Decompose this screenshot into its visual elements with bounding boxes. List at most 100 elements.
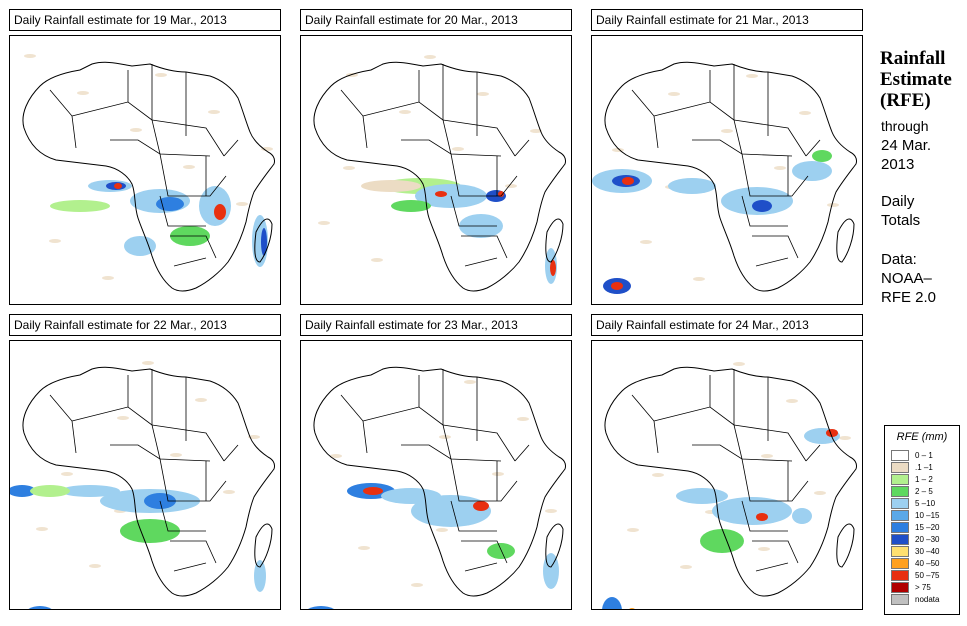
country-border (741, 195, 788, 227)
drizzle-area (371, 258, 383, 262)
color-legend: RFE (mm) 0 – 1 .1 –1 1 – 2 2 – 5 5 –10 10 –15… (884, 425, 960, 615)
drizzle-area (248, 435, 260, 439)
legend-item: 15 –20 (891, 521, 939, 533)
country-border (450, 153, 518, 197)
legend-swatch (891, 533, 909, 545)
madagascar-outline (545, 523, 564, 568)
country-border (733, 119, 807, 157)
drizzle-area (330, 454, 342, 458)
legend-item: 1 – 2 (891, 473, 939, 485)
drizzle-area (61, 472, 73, 476)
country-border (461, 235, 508, 259)
map-panel-19-mar: Daily Rainfall estimate for 19 Mar., 201… (9, 9, 285, 308)
drizzle-area (195, 398, 207, 402)
rainfall-area (261, 228, 267, 256)
legend-item: 30 –40 (891, 545, 939, 557)
rainfall-area (622, 177, 634, 185)
rainfall-area (124, 236, 156, 256)
country-border (752, 540, 799, 564)
country-border (464, 257, 498, 267)
rainfall-area (700, 529, 744, 553)
rainfall-area (812, 150, 832, 162)
country-border (159, 458, 227, 502)
drizzle-area (130, 128, 142, 132)
drizzle-area (774, 166, 786, 170)
country-border (442, 424, 516, 462)
legend-label: 10 –15 (915, 510, 940, 520)
legend-item: nodata (891, 593, 939, 605)
drizzle-area (680, 565, 692, 569)
panel-title: Daily Rainfall estimate for 24 Mar., 201… (591, 314, 863, 336)
coastline (22, 61, 275, 292)
drizzle-area (318, 221, 330, 225)
drizzle-area (89, 564, 101, 568)
legend-label: 50 –75 (915, 570, 940, 580)
drizzle-area (261, 147, 273, 151)
legend-item: 5 –10 (891, 497, 939, 509)
legend-rows: 0 – 1 .1 –1 1 – 2 2 – 5 5 –10 10 –15 15 –20 20 … (891, 449, 939, 605)
rainfall-map (9, 35, 281, 305)
legend-swatch (891, 521, 909, 533)
legend-item: 0 – 1 (891, 449, 939, 461)
coastline (604, 366, 857, 597)
drizzle-area (36, 527, 48, 531)
rainfall-area (668, 178, 716, 194)
rainfall-area (676, 488, 728, 504)
madagascar-outline (545, 218, 564, 263)
country-border (170, 540, 217, 564)
rainfall-area (473, 501, 489, 511)
country-border (173, 562, 207, 572)
country-border (151, 119, 225, 157)
rainfall-area (602, 597, 622, 609)
drizzle-area (517, 417, 529, 421)
legend-item: 40 –50 (891, 557, 939, 569)
rainfall-area (487, 543, 515, 559)
rainfall-area (361, 180, 421, 192)
country-border (805, 139, 821, 157)
drizzle-area (652, 473, 664, 477)
rainfall-area (543, 553, 559, 589)
legend-label: 2 – 5 (915, 486, 933, 496)
coastline (313, 366, 566, 597)
drizzle-area (170, 453, 182, 457)
rainfall-area (10, 485, 36, 497)
rainfall-area (363, 487, 383, 495)
africa-map (10, 361, 275, 609)
country-border (110, 139, 211, 157)
rainfall-area (308, 606, 334, 609)
data-source: Data: NOAA– RFE 2.0 (881, 251, 937, 306)
country-border (755, 562, 789, 572)
country-border (450, 458, 518, 502)
legend-item: 10 –15 (891, 509, 939, 521)
legend-label: 1 – 2 (915, 474, 933, 484)
drizzle-area (358, 546, 370, 550)
country-border (159, 153, 227, 197)
legend-swatch (891, 557, 909, 569)
country-border (170, 235, 217, 259)
rainfall-area (60, 485, 120, 497)
panel-title: Daily Rainfall estimate for 20 Mar., 201… (300, 9, 572, 31)
legend-title: RFE (mm) (896, 431, 948, 443)
legend-label: 5 –10 (915, 498, 936, 508)
rainfall-area (629, 608, 635, 609)
legend-swatch (891, 449, 909, 461)
drizzle-area (102, 276, 114, 280)
rainfall-area (114, 183, 122, 189)
drizzle-area (49, 239, 61, 243)
rainfall-area (752, 200, 772, 212)
africa-map (308, 366, 566, 609)
country-border (450, 195, 497, 227)
country-border (464, 562, 498, 572)
legend-label: 40 –50 (915, 558, 940, 568)
drizzle-area (799, 111, 811, 115)
map-panel-20-mar: Daily Rainfall estimate for 20 Mar., 201… (300, 9, 576, 308)
drizzle-area (814, 491, 826, 495)
legend-swatch (891, 509, 909, 521)
drizzle-area (640, 240, 652, 244)
country-border (752, 235, 799, 259)
legend-swatch (891, 581, 909, 593)
drizzle-area (733, 362, 745, 366)
drizzle-area (505, 184, 517, 188)
rainfall-area (411, 495, 491, 527)
legend-swatch (891, 545, 909, 557)
